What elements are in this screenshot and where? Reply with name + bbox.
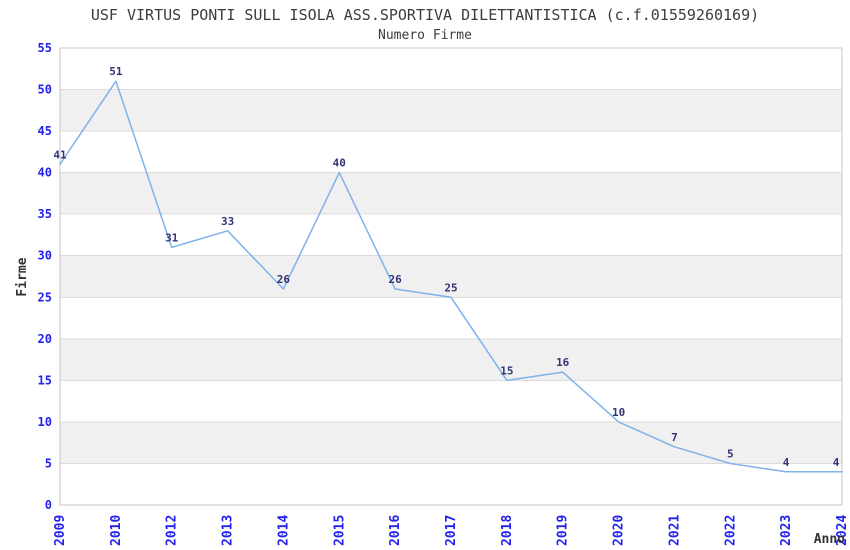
- x-tick-label: 2013: [221, 515, 236, 546]
- data-label: 25: [444, 281, 457, 294]
- x-axis-title: Anno: [814, 532, 845, 547]
- chart-title: USF VIRTUS PONTI SULL ISOLA ASS.SPORTIVA…: [90, 6, 760, 24]
- x-tick-label: 2023: [779, 515, 794, 546]
- chart-subtitle: Numero Firme: [378, 28, 472, 43]
- x-tick-label: 2009: [53, 515, 68, 546]
- y-tick-label: 40: [38, 166, 52, 180]
- grid-band: [60, 89, 842, 132]
- data-label: 26: [277, 273, 291, 286]
- grid-band: [60, 421, 842, 464]
- grid-band: [60, 338, 842, 381]
- data-label: 4: [833, 456, 840, 469]
- line-series: [59, 80, 843, 473]
- y-tick-label: 55: [38, 41, 52, 55]
- x-tick-label: 2018: [500, 515, 515, 546]
- data-label: 5: [727, 448, 734, 461]
- x-tick-label: 2010: [109, 515, 124, 546]
- x-tick-label: 2021: [667, 515, 682, 546]
- x-tick-label: 2024: [835, 515, 850, 546]
- data-label: 51: [109, 65, 123, 78]
- y-tick-label: 20: [38, 332, 52, 346]
- data-label: 7: [671, 431, 678, 444]
- y-tick-label: 45: [38, 124, 52, 138]
- data-label: 15: [500, 364, 513, 377]
- data-label: 16: [556, 356, 570, 369]
- plot-area: [59, 47, 843, 506]
- y-tick-label: 5: [45, 457, 52, 471]
- y-tick-label: 15: [38, 373, 52, 387]
- x-tick-label: 2012: [165, 515, 180, 546]
- data-label: 31: [165, 231, 179, 244]
- y-tick-label: 30: [38, 249, 52, 263]
- data-label: 33: [221, 215, 234, 228]
- x-tick-label: 2022: [723, 515, 738, 546]
- grid-band: [60, 255, 842, 298]
- data-label: 40: [333, 157, 346, 170]
- y-tick-label: 0: [45, 498, 52, 512]
- y-tick-label: 50: [38, 83, 52, 97]
- y-tick-label: 25: [38, 290, 52, 304]
- x-tick-label: 2017: [444, 515, 459, 546]
- data-label: 4: [783, 456, 790, 469]
- data-label: 41: [53, 148, 67, 161]
- x-tick-label: 2019: [556, 515, 571, 546]
- y-tick-label: 35: [38, 207, 52, 221]
- x-tick-label: 2016: [388, 515, 403, 546]
- x-tick-label: 2014: [276, 515, 291, 546]
- x-tick-label: 2020: [612, 515, 627, 546]
- data-label: 10: [612, 406, 625, 419]
- y-tick-label: 10: [38, 415, 52, 429]
- grid-band: [60, 172, 842, 215]
- y-axis-title: Firme: [15, 257, 30, 296]
- data-label: 26: [388, 273, 402, 286]
- x-tick-label: 2015: [332, 515, 347, 546]
